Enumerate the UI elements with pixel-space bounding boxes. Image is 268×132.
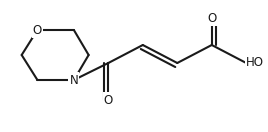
Text: O: O xyxy=(207,11,216,25)
Text: O: O xyxy=(104,93,113,107)
Text: N: N xyxy=(69,74,78,86)
Text: HO: HO xyxy=(246,56,264,70)
Text: O: O xyxy=(33,23,42,37)
